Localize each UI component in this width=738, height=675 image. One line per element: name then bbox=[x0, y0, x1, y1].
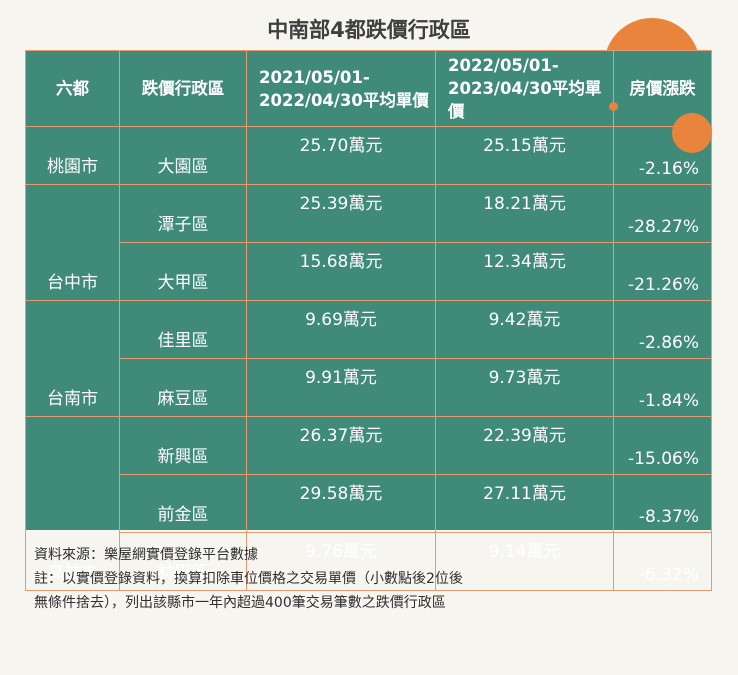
price-table-container: 六都 跌價行政區 2021/05/01-2022/04/30平均單價 2022/… bbox=[25, 50, 712, 591]
decorative-circle-small bbox=[672, 113, 712, 153]
table-row: 麻豆區 9.91萬元 9.73萬元 -1.84% bbox=[26, 358, 712, 417]
table-row: 台中市 潭子區 25.39萬元 18.21萬元 -28.27% bbox=[25, 184, 712, 301]
price-period2-cell: 9.42萬元 bbox=[435, 300, 614, 359]
district-cell: 前金區 bbox=[119, 474, 247, 533]
price-period1-cell: 25.39萬元 bbox=[246, 184, 436, 243]
header-period2-text: 2022/05/01-2023/04/30平均單價 bbox=[448, 56, 602, 121]
table-row: 桃園市 大園區 25.70萬元 25.15萬元 -2.16% bbox=[25, 126, 712, 185]
change-cell: -8.37% bbox=[613, 474, 712, 533]
price-period1-cell: 26.37萬元 bbox=[246, 416, 436, 475]
city-cell: 高雄市 bbox=[25, 416, 120, 591]
header-change-text: 房價漲跌 bbox=[629, 79, 696, 98]
price-period2-cell: 27.11萬元 bbox=[435, 474, 614, 533]
change-cell: -6.32% bbox=[613, 532, 712, 591]
price-period2-cell: 25.15萬元 bbox=[435, 126, 614, 185]
price-period2-cell: 9.14萬元 bbox=[435, 532, 614, 591]
price-period2-cell: 12.34萬元 bbox=[435, 242, 614, 301]
district-cell: 麻豆區 bbox=[119, 358, 247, 417]
change-cell: -1.84% bbox=[613, 358, 712, 417]
price-period1-cell: 15.68萬元 bbox=[246, 242, 436, 301]
price-period1-cell: 25.70萬元 bbox=[246, 126, 436, 185]
city-cell: 桃園市 bbox=[25, 126, 120, 185]
price-period1-cell: 9.91萬元 bbox=[246, 358, 436, 417]
change-cell: -2.86% bbox=[613, 300, 712, 359]
price-period2-cell: 18.21萬元 bbox=[435, 184, 614, 243]
district-cell: 新興區 bbox=[119, 416, 247, 475]
method-note-line2: 無條件捨去），列出該縣市一年內超過400筆交易筆數之跌價行政區 bbox=[34, 595, 446, 611]
table-row: 大甲區 15.68萬元 12.34萬元 -21.26% bbox=[26, 242, 712, 301]
price-table: 六都 跌價行政區 2021/05/01-2022/04/30平均單價 2022/… bbox=[25, 50, 712, 591]
page-title: 中南部4都跌價行政區 bbox=[267, 18, 471, 42]
district-cell: 潭子區 bbox=[119, 184, 247, 243]
district-cell: 大園區 bbox=[119, 126, 247, 185]
price-period1-cell: 29.58萬元 bbox=[246, 474, 436, 533]
header-period1: 2021/05/01-2022/04/30平均單價 bbox=[246, 50, 436, 127]
change-cell: -21.26% bbox=[613, 242, 712, 301]
table-row: 林園區 9.76萬元 9.14萬元 -6.32% bbox=[26, 532, 712, 591]
header-period1-text: 2021/05/01-2022/04/30平均單價 bbox=[259, 67, 429, 110]
district-cell: 佳里區 bbox=[119, 300, 247, 359]
change-cell: -15.06% bbox=[613, 416, 712, 475]
price-period1-cell: 9.69萬元 bbox=[246, 300, 436, 359]
table-row: 高雄市 新興區 26.37萬元 22.39萬元 -15.06% bbox=[25, 416, 712, 591]
method-note-line1: 註：以實價登錄資料，換算扣除車位價格之交易單價（小數點後2位後 bbox=[34, 571, 463, 587]
header-period2: 2022/05/01-2023/04/30平均單價 bbox=[435, 50, 614, 127]
change-cell: -28.27% bbox=[613, 184, 712, 243]
price-period2-cell: 22.39萬元 bbox=[435, 416, 614, 475]
table-row: 台南市 佳里區 9.69萬元 9.42萬元 -2.86% bbox=[25, 300, 712, 417]
footnotes: 資料來源：樂屋網實價登錄平台數據 註：以實價登錄資料，換算扣除車位價格之交易單價… bbox=[34, 543, 463, 615]
price-period2-cell: 9.73萬元 bbox=[435, 358, 614, 417]
decorative-dot bbox=[609, 102, 618, 111]
header-district: 跌價行政區 bbox=[119, 50, 247, 127]
district-cell: 大甲區 bbox=[119, 242, 247, 301]
source-note: 資料來源：樂屋網實價登錄平台數據 bbox=[34, 547, 258, 563]
city-cell: 台中市 bbox=[25, 184, 120, 301]
header-city: 六都 bbox=[25, 50, 120, 127]
table-row: 前金區 29.58萬元 27.11萬元 -8.37% bbox=[26, 474, 712, 533]
city-cell: 台南市 bbox=[25, 300, 120, 417]
